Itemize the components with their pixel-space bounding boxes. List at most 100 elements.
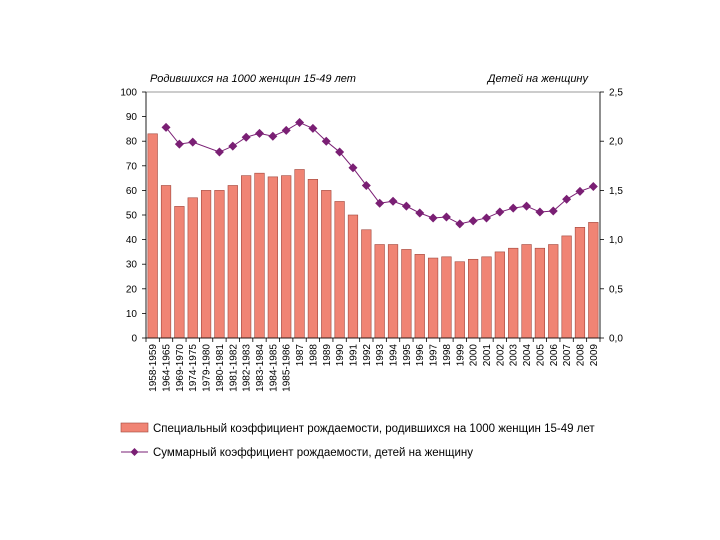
bar-1983-1984 (254, 172, 265, 339)
x-tick-label-1985-1986: 1985-1986 (282, 344, 293, 392)
x-tick-label-1980-1981: 1980-1981 (215, 344, 226, 392)
x-tick-label-1987: 1987 (295, 344, 306, 367)
bar-series (147, 133, 599, 339)
bar-2006 (548, 244, 559, 339)
x-tick-label-1989: 1989 (322, 344, 333, 367)
line-point-2008 (575, 186, 585, 196)
bar-2003 (508, 247, 519, 339)
plot-area (145, 91, 601, 339)
axes (145, 92, 601, 339)
x-tick-label-1993: 1993 (375, 344, 386, 367)
bar-1993 (374, 244, 385, 339)
bar-1981-1982 (227, 185, 238, 339)
bar-2001 (481, 256, 492, 339)
right-tick-label: 1,5 (609, 186, 623, 197)
x-tick-label-1958-1959: 1958-1959 (148, 344, 159, 392)
bar-2000 (468, 258, 479, 339)
x-tick-label-1983-1984: 1983-1984 (255, 344, 266, 392)
right-tick-label: 2,5 (609, 88, 623, 99)
bar-1995 (401, 249, 412, 339)
bar-2008 (574, 227, 586, 339)
x-tick-label-2006: 2006 (549, 344, 560, 367)
legend-line-marker (130, 448, 139, 456)
left-tick-label: 80 (126, 137, 138, 148)
bar-2005 (534, 247, 546, 339)
bar-1996 (414, 254, 425, 339)
plot-border (145, 91, 601, 339)
bar-1989 (321, 190, 332, 339)
left-tick-label: 30 (126, 260, 138, 271)
line-point-1982-1983 (241, 132, 251, 142)
line-point-1997 (428, 213, 438, 223)
x-tick-label-1979-1980: 1979-1980 (202, 344, 213, 392)
line-series (161, 118, 598, 229)
line-point-1974-1975 (188, 137, 198, 147)
line-point-2009 (588, 181, 598, 191)
bar-1964-1965 (160, 185, 172, 339)
x-tick-label-1984-1985: 1984-1985 (268, 344, 279, 392)
left-tick-label: 70 (126, 161, 138, 172)
line-point-2004 (522, 201, 532, 211)
line-point-1985-1986 (281, 125, 291, 135)
line-point-2007 (562, 194, 572, 204)
x-tick-label-2008: 2008 (575, 344, 586, 367)
line-point-1964-1965 (161, 122, 171, 132)
legend-bar-label: Специальный коэффициент рождаемости, род… (153, 423, 595, 435)
bar-2004 (521, 244, 532, 339)
left-tick-label: 10 (126, 309, 138, 320)
bar-1988 (307, 179, 319, 339)
bar-1958-1959 (147, 133, 158, 339)
bar-1997 (427, 257, 439, 339)
x-tick-label-1991: 1991 (348, 344, 359, 367)
line-point-1998 (441, 212, 451, 222)
x-tick-label-1996: 1996 (415, 344, 426, 367)
x-tick-label-1974-1975: 1974-1975 (188, 344, 199, 392)
bar-1979-1980 (200, 190, 212, 339)
right-tick-label: 0,5 (609, 284, 623, 295)
x-tick-label-1990: 1990 (335, 344, 346, 367)
x-tick-label-2009: 2009 (589, 344, 600, 367)
x-tick-label-1988: 1988 (308, 344, 319, 367)
left-tick-label: 40 (126, 235, 138, 246)
left-tick-label: 90 (126, 112, 138, 123)
x-tick-label-1999: 1999 (455, 344, 466, 367)
x-tick-label-2004: 2004 (522, 344, 533, 367)
line-point-2003 (508, 203, 518, 213)
left-tick-label: 50 (126, 211, 138, 222)
x-tick-label-1997: 1997 (429, 344, 440, 367)
line-point-1991 (348, 163, 358, 173)
line-point-1983-1984 (255, 128, 264, 138)
left-tick-label: 100 (120, 88, 137, 99)
legend-bar-swatch (120, 422, 149, 433)
bar-1999 (454, 261, 465, 339)
bar-2009 (588, 222, 599, 339)
x-tick-label-2000: 2000 (469, 344, 480, 367)
x-tick-label-1998: 1998 (442, 344, 453, 367)
line-point-1993 (375, 198, 385, 208)
line-point-1996 (415, 208, 425, 218)
legend-line-label: Суммарный коэффициент рождаемости, детей… (153, 447, 473, 459)
x-tick-label-2002: 2002 (495, 344, 506, 367)
right-axis-ticks: 0,0 0,5 1,0 1,5 2,0 2,5 (600, 88, 623, 345)
x-tick-label-2007: 2007 (562, 344, 573, 367)
line-point-1999 (455, 219, 465, 229)
left-axis-title: Родившихся на 1000 женщин 15-49 лет (150, 73, 356, 85)
x-tick-label-1982-1983: 1982-1983 (242, 344, 253, 392)
bar-2007 (561, 235, 572, 339)
line-point-1984-1985 (268, 131, 278, 141)
line-point-2002 (495, 207, 505, 217)
legend: Специальный коэффициент рождаемости, род… (120, 422, 595, 459)
left-tick-label: 60 (126, 186, 138, 197)
bar-1990 (334, 201, 345, 339)
x-tick-label-1969-1970: 1969-1970 (175, 344, 186, 392)
x-axis-ticks: 1958-1959 1964-1965 1969-1970 1974-1975 1979… (145, 338, 601, 392)
bar-1980-1981 (214, 190, 225, 339)
bar-1991 (347, 214, 359, 339)
line-point-1988 (308, 123, 318, 133)
bar-1969-1970 (174, 206, 185, 339)
line-point-1994 (388, 196, 398, 206)
line-point-2005 (535, 207, 545, 217)
x-tick-label-2003: 2003 (509, 344, 520, 367)
right-tick-label: 1,0 (609, 235, 623, 246)
